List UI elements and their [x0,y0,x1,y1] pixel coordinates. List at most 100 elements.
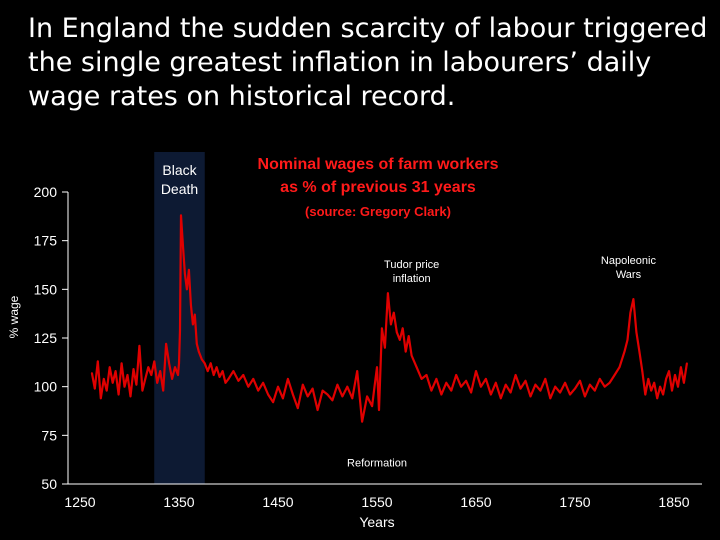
wage-series-point [218,376,221,378]
wage-series-point [321,389,324,392]
wage-series-point [282,397,284,400]
wage-series-point [671,389,673,392]
wage-series-point [668,370,670,372]
wage-series-point [603,385,606,388]
wage-series-point [108,366,111,369]
wage-series-point [178,362,180,365]
wage-series-point [126,374,129,376]
wage-series-point [174,366,176,369]
wage-series-point [296,407,299,409]
wage-series-point [529,395,532,398]
wage-series-point [91,372,93,374]
wage-series-point [336,383,339,386]
wage-series-point [206,370,209,372]
wage-series-point [579,379,581,382]
annotation-1-line-2: inflation [393,273,431,285]
wage-series-point [534,383,537,386]
wage-series-point [404,350,407,353]
wage-series-point [425,374,428,376]
wage-series-point [105,389,108,392]
wage-series-point [195,342,198,345]
wage-series-point [378,409,380,411]
annotation-3-line-1: Reformation [347,457,407,469]
wage-series-point [435,378,438,380]
wage-series-point [177,374,179,376]
wage-series-point [629,311,632,314]
wage-series-point [162,389,165,392]
wage-series-point [475,370,477,372]
wage-series-point [613,374,616,376]
x-tick-label: 1250 [64,494,95,510]
y-tick-label: 175 [34,233,58,249]
wage-series-point [292,393,294,396]
wage-series-point [480,385,482,388]
wage-series-point [326,393,329,396]
wage-series-point [301,383,304,386]
y-tick-label: 100 [34,379,58,395]
wage-series-point [141,389,144,392]
wage-series-point [212,374,215,376]
wage-series-point [598,378,601,380]
wage-series-point [608,381,611,384]
wage-series-point [656,397,659,400]
wage-series-point [680,366,682,369]
wage-series-point [554,385,557,388]
wage-series-point [686,362,688,365]
wage-series-point [626,339,629,341]
wage-series-point [514,374,517,376]
wage-series-point [215,366,218,369]
wage-series-point [247,385,250,388]
wage-series-point [129,395,132,398]
wage-series-point [638,350,641,353]
wage-series-point [96,360,99,363]
wage-series-point [392,311,395,314]
wage-series-point [102,378,105,380]
wage-series-point [120,362,123,365]
wage-series-point [430,389,433,392]
wage-series-point [544,378,547,380]
annotation-2-line-2: Wars [616,269,642,281]
wage-series-point [559,391,561,394]
wage-series-point [188,269,190,271]
x-tick-label: 1550 [361,494,392,510]
wage-series-point [569,393,571,396]
wage-series-point [618,366,621,369]
wage-series-point [316,409,319,411]
wage-series-point [306,395,309,398]
y-tick-label: 75 [41,427,57,443]
wage-series-point [203,362,206,365]
y-tick-label: 150 [34,281,58,297]
wage-series-point [635,331,638,334]
wage-series-point [450,389,453,392]
slide-title-line-2: the single greatest inflation in laboure… [28,47,652,78]
annotation-2-line-1: Napoleonic [601,255,657,267]
wage-series-point [331,399,334,402]
x-tick-label: 1750 [559,494,590,510]
wage-series-point [381,327,383,330]
wage-series-point [361,420,363,423]
wage-series-point [401,327,404,330]
wage-series-point [138,344,141,347]
wage-series-point [376,366,378,369]
wage-series-point [356,370,359,372]
wage-series-point [455,374,458,376]
annotation-1-line-1: Tudor price [384,259,439,271]
wage-series-point [593,389,596,392]
y-tick-label: 125 [34,330,58,346]
wage-series-point [509,391,512,394]
wage-series-point [200,358,203,361]
wage-series-point [665,378,667,380]
x-tick-label: 1450 [262,494,293,510]
wage-series-point [470,391,472,394]
x-tick-label: 1350 [163,494,194,510]
wage-series-point [623,350,626,353]
wage-series-point [171,378,174,380]
wage-series-point [192,323,194,326]
wage-series-point [564,381,566,384]
wage-series-point [677,385,679,388]
wage-series-point [311,387,314,390]
wage-series-point [237,379,240,382]
x-tick-label: 1650 [460,494,491,510]
wage-series-point [197,350,200,353]
wage-series-point [184,272,186,275]
